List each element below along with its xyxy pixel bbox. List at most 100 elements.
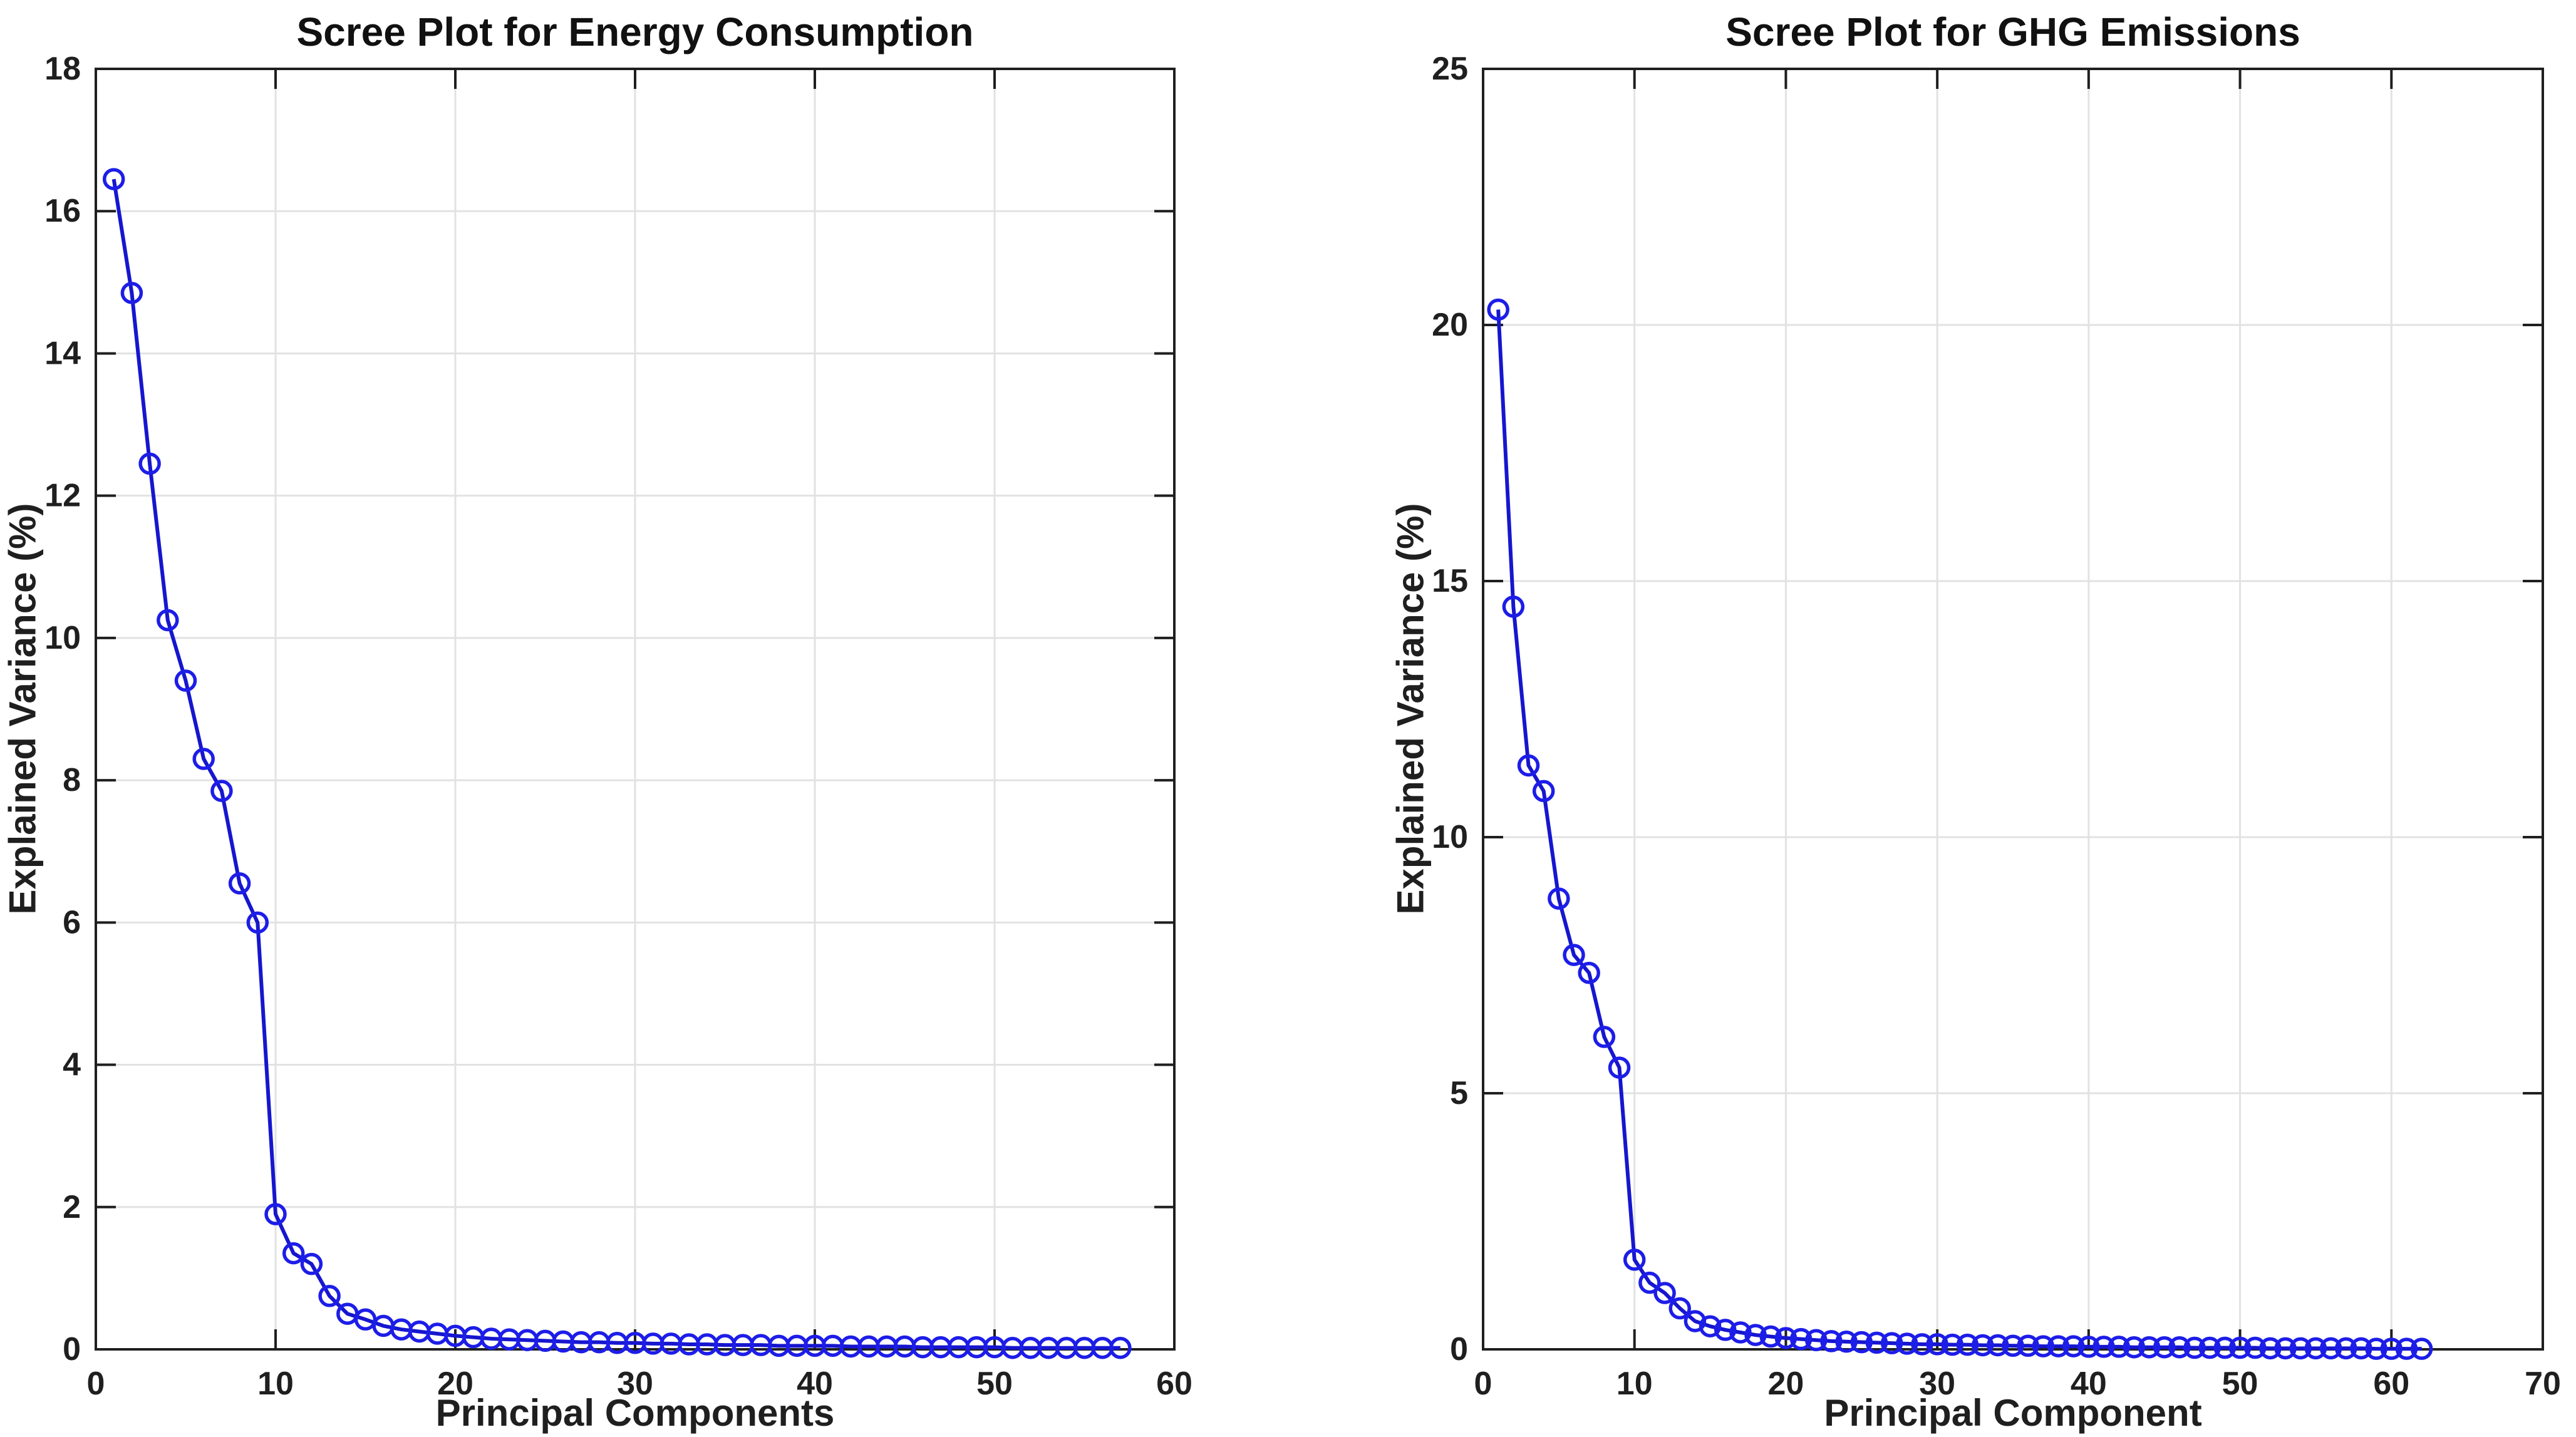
right-plot-data-point: [2168, 1336, 2191, 1359]
right-plot-data-point: [2289, 1337, 2312, 1360]
right-plot-data-point: [2032, 1335, 2055, 1357]
right-plot-data-point: [1850, 1331, 1873, 1354]
left-plot-data-point: [192, 748, 215, 770]
left-plot-data-point: [102, 168, 125, 190]
left-plot-series-line: [111, 178, 1120, 1350]
left-plot-data-point: [174, 669, 197, 692]
right-plot-data-point: [1820, 1330, 1843, 1352]
right-plot-data-point: [1774, 1327, 1798, 1349]
right-plot-data-point: [1926, 1333, 1948, 1356]
left-plot-data-point: [228, 872, 251, 895]
right-plot-frame: [1482, 68, 2544, 1351]
right-plot-data-point: [1532, 780, 1555, 803]
right-plot-xtick-label: 20: [1768, 1366, 1804, 1402]
right-plot-data-point: [1548, 887, 1570, 910]
right-plot-data-point: [1759, 1325, 1782, 1348]
left-plot-grid: [96, 68, 1176, 1349]
right-plot-xtick-label: 60: [2373, 1366, 2409, 1402]
right-plot-data-point: [2138, 1336, 2161, 1359]
right-plot-data-point: [1623, 1249, 1646, 1271]
left-plot-xtick-label: 0: [87, 1366, 105, 1402]
right-plot-data-point: [2213, 1336, 2237, 1359]
right-plot-data-point: [1729, 1321, 1752, 1344]
left-plot-ytick-label: 8: [63, 762, 81, 798]
right-plot-data-point: [2274, 1337, 2297, 1360]
right-plot-data-point: [1593, 1026, 1616, 1048]
left-plot-xtick-label: 20: [437, 1366, 473, 1402]
right-plot-ytick-label: 0: [1450, 1331, 1468, 1367]
right-plot-data-point: [2335, 1337, 2357, 1360]
right-plot-data-point: [2183, 1336, 2206, 1359]
left-plot-xtick-label: 30: [617, 1366, 653, 1402]
right-plot-data-point: [1563, 944, 1585, 966]
left-plot-data-point: [282, 1242, 305, 1265]
right-plot-xlabel: Principal Component: [1824, 1392, 2202, 1434]
right-plot-title: Scree Plot for GHG Emissions: [1725, 9, 2300, 54]
right-plot-ytick-label: 10: [1432, 819, 1468, 855]
right-plot-ytick-label: 20: [1432, 307, 1468, 343]
right-plot-grid: [1483, 68, 2544, 1349]
right-plot-data-point: [1653, 1282, 1676, 1304]
left-plot-data-point: [246, 911, 269, 934]
left-plot-data-point: [1109, 1336, 1132, 1359]
right-plot-data-point: [1578, 962, 1600, 984]
right-plot-data-point: [1941, 1333, 1964, 1356]
right-plot-data-point: [2153, 1336, 2176, 1359]
right-plot-data-point: [1744, 1324, 1767, 1346]
right-plot-data-point: [2304, 1337, 2327, 1360]
right-plot-data-point: [1911, 1333, 1933, 1356]
right-plot-data-point: [2259, 1337, 2282, 1360]
right-plot-data-point: [2410, 1337, 2433, 1360]
right-plot-data-point: [1971, 1334, 1994, 1357]
left-plot-ytick-label: 14: [44, 335, 81, 371]
right-plot-xtick-label: 10: [1616, 1366, 1653, 1402]
right-plot-data-point: [2002, 1334, 2024, 1357]
right-plot-data-point: [2319, 1337, 2342, 1360]
left-plot-ytick-label: 0: [63, 1331, 81, 1367]
right-plot-series-line: [1496, 309, 2422, 1351]
left-plot-frame: [95, 68, 1176, 1351]
left-plot-title: Scree Plot for Energy Consumption: [296, 9, 974, 54]
left-plot: 0 10 20 30 40 50 60 0 2 4 6 8 10 12 14 16 18: [44, 51, 1192, 1402]
left-plot-data-point: [120, 282, 143, 304]
right-plot-data-point: [1668, 1297, 1691, 1320]
left-plot-data-point: [318, 1285, 341, 1307]
right-plot-data-point: [1487, 298, 1509, 321]
right-plot-data-point: [1608, 1056, 1631, 1079]
right-plot-data-point: [1896, 1332, 1918, 1355]
left-plot-xtick-label: 60: [1156, 1366, 1192, 1402]
right-plot-data-point: [1956, 1333, 1979, 1356]
right-plot-data-point: [1789, 1327, 1813, 1351]
right-plot-xtick-label: 40: [2071, 1366, 2107, 1402]
right-plot-xtick-label: 70: [2525, 1366, 2561, 1402]
right-plot-data-point: [2380, 1337, 2403, 1360]
left-plot-ytick-label: 18: [44, 51, 81, 87]
left-plot-data-point: [138, 452, 161, 475]
left-plot-ytick-label: 2: [63, 1189, 81, 1225]
right-plot-data-point: [1638, 1271, 1661, 1294]
right-plot-data-point: [1880, 1332, 1903, 1354]
left-plot-data-point: [264, 1203, 287, 1225]
right-plot-data-point: [2017, 1334, 2039, 1357]
right-plot-data-point: [1805, 1329, 1828, 1352]
right-plot-data-point: [2108, 1336, 2130, 1358]
right-plot-data-point: [1987, 1334, 2009, 1357]
right-plot-data-point: [2243, 1336, 2267, 1359]
right-plot-data-point: [1835, 1330, 1858, 1353]
right-plot-tick-labels: 0 10 20 30 40 50 60 70 0 5 10 15 20 25: [1432, 51, 2561, 1402]
left-plot-series-markers: [102, 168, 1132, 1359]
left-plot-ylabel: Explained Variance (%): [1, 503, 44, 915]
right-plot-ytick-label: 5: [1450, 1075, 1468, 1111]
right-plot-data-point: [2350, 1337, 2372, 1360]
left-plot-xtick-label: 40: [797, 1366, 833, 1402]
left-plot-ytick-label: 6: [63, 904, 81, 940]
right-plot-data-point: [2092, 1336, 2115, 1358]
right-plot-xtick-label: 0: [1474, 1366, 1492, 1402]
left-plot-xtick-label: 10: [257, 1366, 294, 1402]
left-plot-data-point: [210, 780, 233, 802]
right-plot-ytick-label: 15: [1432, 563, 1468, 599]
left-plot-ytick-label: 10: [44, 620, 81, 656]
right-plot-data-point: [1699, 1315, 1722, 1337]
right-plot-data-point: [2228, 1336, 2252, 1359]
